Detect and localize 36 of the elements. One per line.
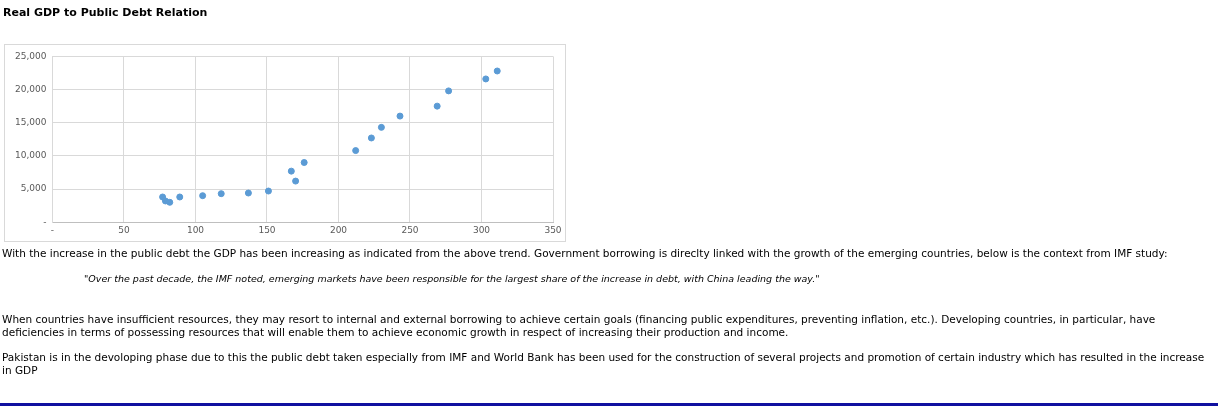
point xyxy=(445,87,453,95)
x-tick-label: 350 xyxy=(544,224,562,235)
point xyxy=(300,159,308,167)
y-tick-label: 5,000 xyxy=(20,183,47,194)
point xyxy=(292,177,300,185)
point xyxy=(396,112,404,120)
x-tick-label: - xyxy=(50,224,55,235)
point xyxy=(287,167,295,175)
point xyxy=(482,75,490,83)
point xyxy=(199,192,207,200)
point xyxy=(217,190,225,198)
point xyxy=(377,123,385,131)
text: When countries have insufficient resources, they may resort to internal and external borrowing to achieve certain goals (financing public expenditures, preventing inflation, etc.). Developing countries, in particular, have deficiencies in terms of possessing resources that will enable them to achieve economic growth in respect of increasing their production and income. xyxy=(2,313,1157,339)
point xyxy=(176,193,184,201)
point xyxy=(367,134,375,142)
x-tick-label: 100 xyxy=(186,224,205,235)
x-tick-label: 250 xyxy=(401,224,419,235)
x-tick-label: 150 xyxy=(258,224,276,235)
x-tick-label: 300 xyxy=(472,224,491,235)
x-tick-label: 200 xyxy=(329,224,348,235)
text: "Over the past decade, the IMF noted, emerging markets have been responsible for the largest share of the increase in debt, with China leading the way." xyxy=(84,272,821,285)
point xyxy=(264,187,272,195)
point xyxy=(433,102,441,110)
y-tick-label: - xyxy=(43,216,47,227)
y-tick-label: 20,000 xyxy=(14,83,47,94)
text: With the increase in the public debt the GDP has been increasing as indicated from the above trend. Government borrowing is direclty linked with the growth of the emerging countries, below is the context from IMF study: xyxy=(2,247,1169,260)
point xyxy=(244,189,252,197)
y-tick-label: 25,000 xyxy=(14,50,47,61)
text: Pakistan is in the devoloping phase due to this the public debt taken especially from IMF and World Bank has been used for the construction of several projects and promotion of certain industry which has resulted in the increase in GDP xyxy=(2,351,1206,377)
point xyxy=(493,67,501,75)
y-tick-label: 15,000 xyxy=(14,117,47,128)
y-tick-label: 10,000 xyxy=(14,150,47,161)
point xyxy=(166,198,174,206)
chart-title: Real GDP to Public Debt Relation xyxy=(3,6,208,19)
point xyxy=(352,147,360,155)
x-tick-label: 50 xyxy=(118,224,130,235)
